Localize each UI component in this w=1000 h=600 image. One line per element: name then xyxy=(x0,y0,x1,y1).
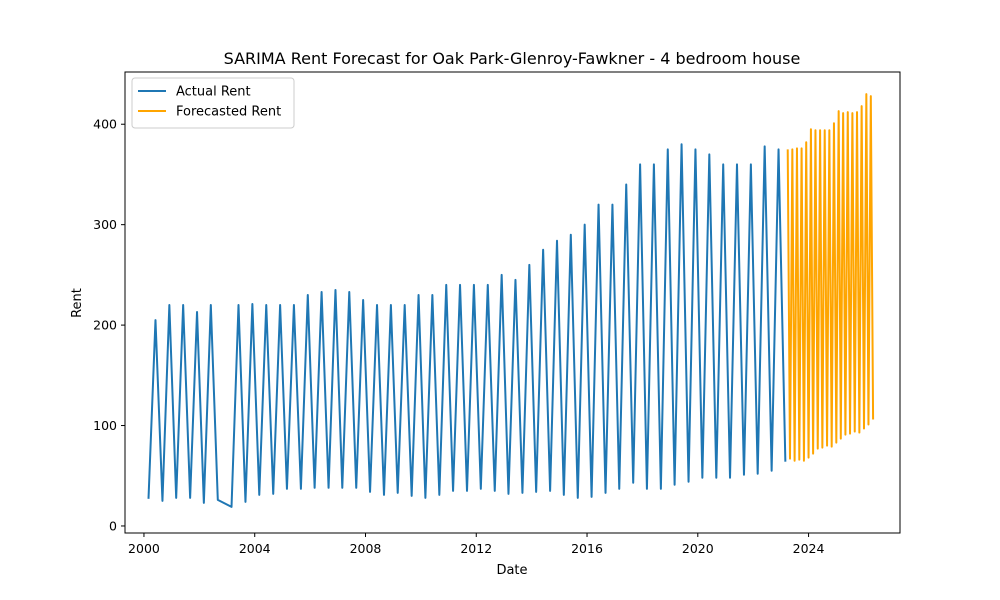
x-tick-label: 2004 xyxy=(239,541,271,556)
y-tick-label: 300 xyxy=(93,217,117,232)
legend-box xyxy=(131,77,295,129)
legend-label: Actual Rent xyxy=(176,85,251,100)
x-axis-label: Date xyxy=(496,563,527,578)
series-layer xyxy=(147,93,875,508)
y-tick-label: 100 xyxy=(93,418,117,433)
series-line-actual-rent xyxy=(147,143,787,508)
axes-frame xyxy=(124,71,901,534)
y-tick-label: 200 xyxy=(93,318,117,333)
x-tick-label: 2016 xyxy=(571,541,603,556)
series-line-forecasted-rent xyxy=(786,93,875,462)
x-tick-label: 2020 xyxy=(682,541,714,556)
legend: Actual Rent Forecasted Rent xyxy=(131,77,295,129)
legend-label: Forecasted Rent xyxy=(176,105,281,120)
x-axis: 2000 2004 2008 2012 2016 2020 2024 xyxy=(128,533,825,556)
y-tick-label: 0 xyxy=(109,518,117,533)
chart-title: SARIMA Rent Forecast for Oak Park-Glenro… xyxy=(224,49,801,68)
y-axis: 0 100 200 300 400 xyxy=(93,117,125,533)
y-axis-label: Rent xyxy=(70,288,85,318)
x-tick-label: 2012 xyxy=(460,541,492,556)
x-tick-label: 2000 xyxy=(128,541,160,556)
y-tick-label: 400 xyxy=(93,117,117,132)
x-tick-label: 2024 xyxy=(793,541,825,556)
x-tick-label: 2008 xyxy=(350,541,382,556)
